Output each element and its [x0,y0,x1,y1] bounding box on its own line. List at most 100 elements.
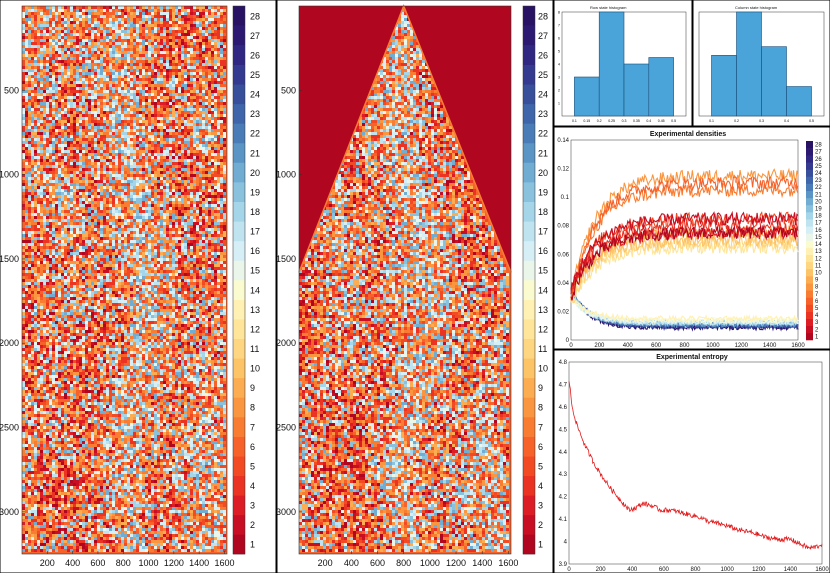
heatmap-cell [46,33,49,36]
heatmap-cell [160,90,163,93]
heatmap-cell [106,210,109,213]
heatmap-cell [100,177,103,180]
heatmap-cell [124,240,127,243]
heatmap-cell [25,156,28,159]
heatmap-cell [31,18,34,21]
heatmap-cell [211,84,214,87]
heatmap-cell [169,87,172,90]
heatmap-cell [100,63,103,66]
heatmap-cell [124,192,127,195]
heatmap-cell [154,174,157,177]
heatmap-cell [172,93,175,96]
heatmap-cell [214,57,217,60]
heatmap-cell [97,12,100,15]
heatmap-cell [73,180,76,183]
heatmap-cell [127,114,130,117]
heatmap-cell [31,81,34,84]
heatmap-cell [142,51,145,54]
heatmap-cell [88,162,91,165]
heatmap-cell [103,162,106,165]
heatmap-cell [61,87,64,90]
heatmap-cell [52,60,55,63]
heatmap-cell [208,213,211,216]
heatmap-cell [175,99,178,102]
heatmap-cell [154,51,157,54]
heatmap-cell [118,195,121,198]
heatmap-cell [130,57,133,60]
heatmap-cell [217,183,220,186]
heatmap-cell [49,96,52,99]
heatmap-cell [139,228,142,231]
heatmap-cell [76,60,79,63]
heatmap-cell [208,114,211,117]
heatmap-cell [112,42,115,45]
heatmap-cell [145,6,148,9]
heatmap-cell [70,204,73,207]
heatmap-cell [184,201,187,204]
heatmap-cell [73,186,76,189]
heatmap-cell [22,180,25,183]
heatmap-cell [175,132,178,135]
heatmap-cell [175,168,178,171]
heatmap-cell [205,165,208,168]
heatmap-cell [223,75,226,78]
heatmap-cell [91,72,94,75]
heatmap-cell [139,90,142,93]
heatmap-cell [130,171,133,174]
heatmap-cell [94,126,97,129]
heatmap-cell [163,90,166,93]
heatmap-cell [103,189,106,192]
heatmap-cell [196,57,199,60]
heatmap-cell [118,141,121,144]
heatmap-cell [109,117,112,120]
heatmap-cell [220,195,223,198]
heatmap-cell [214,201,217,204]
heatmap-cell [67,24,70,27]
heatmap-cell [112,192,115,195]
heatmap-cell [133,210,136,213]
heatmap-cell [199,192,202,195]
heatmap-cell [136,120,139,123]
heatmap-cell [64,96,67,99]
heatmap-cell [73,231,76,234]
heatmap-cell [130,177,133,180]
heatmap-cell [223,210,226,213]
heatmap-cell [91,237,94,240]
heatmap-cell [52,156,55,159]
heatmap-cell [178,216,181,219]
heatmap-cell [58,57,61,60]
heatmap-cell [151,66,154,69]
heatmap-cell [100,54,103,57]
heatmap-cell [166,102,169,105]
heatmap-cell [109,153,112,156]
heatmap-cell [136,144,139,147]
heatmap-cell [136,63,139,66]
heatmap-cell [94,159,97,162]
heatmap-cell [25,177,28,180]
heatmap-cell [130,111,133,114]
heatmap-cell [199,147,202,150]
heatmap-cell [136,99,139,102]
heatmap-cell [175,222,178,225]
heatmap-cell [136,192,139,195]
heatmap-cell [55,225,58,228]
heatmap-cell [169,135,172,138]
heatmap-cell [148,99,151,102]
heatmap-cell [184,234,187,237]
heatmap-cell [109,51,112,54]
heatmap-cell [55,111,58,114]
heatmap-cell [109,201,112,204]
heatmap-cell [139,114,142,117]
heatmap-cell [199,18,202,21]
heatmap-cell [76,180,79,183]
heatmap-cell [217,132,220,135]
heatmap-cell [109,6,112,9]
heatmap-cell [61,114,64,117]
heatmap-cell [37,243,40,246]
heatmap-cell [184,129,187,132]
heatmap-cell [109,114,112,117]
heatmap-cell [73,30,76,33]
heatmap-cell [106,213,109,216]
heatmap-cell [121,204,124,207]
heatmap-cell [88,168,91,171]
